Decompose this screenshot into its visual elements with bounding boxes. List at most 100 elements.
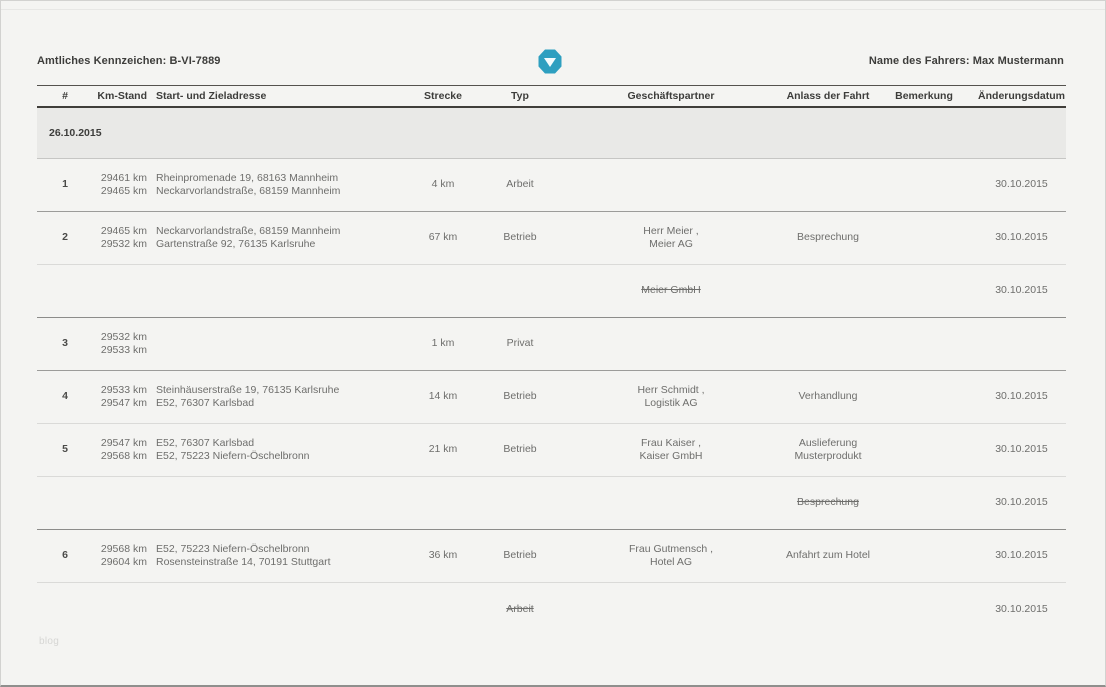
col-header-address: Start- und Zieladresse: [156, 90, 267, 102]
empty-cell: [871, 583, 977, 636]
type-cell: Betrieb: [503, 231, 537, 244]
remark-cell: [871, 371, 977, 423]
odometer-cell: 29533 km 29547 km: [93, 371, 151, 423]
odometer-start: 29461 km: [100, 171, 147, 184]
struck-partner-cell: Meier GmbH: [641, 284, 701, 297]
empty-cell: [93, 583, 151, 636]
trip-number: 2: [62, 231, 68, 244]
struck-reason-cell: Besprechung: [797, 496, 859, 509]
changed-date-cell: 30.10.2015: [995, 178, 1048, 191]
empty-cell: [403, 265, 483, 317]
partner-company: Kaiser GmbH: [639, 450, 703, 462]
remark-cell: [871, 424, 977, 476]
reason-cell: [785, 318, 871, 370]
changed-date-cell: 30.10.2015: [995, 443, 1048, 456]
reason-line2: Musterprodukt: [794, 450, 862, 462]
empty-cell: [871, 477, 977, 529]
empty-cell: [37, 477, 93, 529]
odometer-start: 29547 km: [100, 436, 147, 449]
trip-table: # Km-Stand Start- und Zieladresse Streck…: [37, 85, 1066, 636]
type-cell: Privat: [506, 337, 534, 350]
reason-cell: Verhandlung: [798, 390, 858, 403]
trip-number: 5: [62, 443, 68, 456]
address-start: Steinhäuserstraße 19, 76135 Karlsruhe: [156, 383, 340, 396]
distance-cell: 36 km: [428, 549, 458, 562]
col-header-partner: Geschäftspartner: [627, 90, 715, 102]
odometer-cell: 29461 km 29465 km: [93, 159, 151, 211]
odometer-cell: 29532 km 29533 km: [93, 318, 151, 370]
empty-cell: [93, 477, 151, 529]
table-row[interactable]: 4 29533 km 29547 km Steinhäuserstraße 19…: [37, 371, 1066, 424]
trip-number: 4: [62, 390, 68, 403]
address-cell: E52, 75223 Niefern-Öschelbronn Rosenstei…: [151, 530, 403, 582]
odometer-cell: 29568 km 29604 km: [93, 530, 151, 582]
col-header-changed: Änderungsdatum: [978, 90, 1065, 102]
partner-cell: Herr Schmidt , Logistik AG: [557, 371, 785, 423]
watermark-text: blog: [39, 636, 60, 647]
col-header-reason: Anlass der Fahrt: [786, 90, 870, 102]
partner-cell: [557, 318, 785, 370]
changed-date-cell: 30.10.2015: [995, 390, 1048, 403]
page-top-divider: [1, 9, 1105, 10]
type-cell: Betrieb: [503, 443, 537, 456]
distance-cell: 14 km: [428, 390, 458, 403]
empty-cell: [557, 477, 785, 529]
address-start: Rheinpromenade 19, 68163 Mannheim: [156, 171, 339, 184]
empty-cell: [785, 265, 871, 317]
table-row[interactable]: 3 29532 km 29533 km 1 km Privat: [37, 318, 1066, 371]
address-end: Neckarvorlandstraße, 68159 Mannheim: [156, 185, 341, 197]
app-logo-button[interactable]: [538, 49, 562, 74]
partner-company: Logistik AG: [644, 397, 698, 409]
trip-number: 1: [62, 178, 68, 191]
changed-date-cell: 30.10.2015: [995, 602, 1048, 615]
address-start: Neckarvorlandstraße, 68159 Mannheim: [156, 224, 341, 237]
address-end: Rosensteinstraße 14, 70191 Stuttgart: [156, 556, 331, 568]
table-row[interactable]: 6 29568 km 29604 km E52, 75223 Niefern-Ö…: [37, 530, 1066, 583]
remark-cell: [871, 212, 977, 264]
table-header-row: # Km-Stand Start- und Zieladresse Streck…: [37, 85, 1066, 108]
col-header-remark: Bemerkung: [895, 90, 953, 102]
reason-cell: Anfahrt zum Hotel: [785, 549, 871, 562]
col-header-type: Typ: [511, 90, 529, 102]
odometer-end: 29533 km: [100, 344, 147, 356]
type-cell: Arbeit: [506, 178, 534, 191]
empty-cell: [403, 477, 483, 529]
remark-cell: [871, 159, 977, 211]
odometer-start: 29465 km: [100, 224, 147, 237]
address-cell: Rheinpromenade 19, 68163 Mannheim Neckar…: [151, 159, 403, 211]
type-cell: Betrieb: [503, 390, 537, 403]
table-row[interactable]: 1 29461 km 29465 km Rheinpromenade 19, 6…: [37, 159, 1066, 212]
table-row[interactable]: 5 29547 km 29568 km E52, 76307 Karlsbad …: [37, 424, 1066, 477]
license-plate-label: Amtliches Kennzeichen: B-VI-7889: [37, 55, 221, 67]
address-end: Gartenstraße 92, 76135 Karlsruhe: [156, 238, 316, 250]
odometer-cell: 29465 km 29532 km: [93, 212, 151, 264]
partner-name: Frau Gutmensch ,: [628, 542, 714, 555]
partner-name: Herr Meier ,: [643, 224, 699, 237]
reason-line1: Auslieferung: [798, 436, 858, 449]
amendment-row[interactable]: Meier GmbH 30.10.2015: [37, 265, 1066, 318]
address-cell: Steinhäuserstraße 19, 76135 Karlsruhe E5…: [151, 371, 403, 423]
partner-cell: [557, 159, 785, 211]
empty-cell: [785, 583, 871, 636]
distance-cell: 21 km: [428, 443, 458, 456]
partner-cell: Frau Kaiser , Kaiser GmbH: [557, 424, 785, 476]
changed-date-cell: 30.10.2015: [995, 284, 1048, 297]
empty-cell: [37, 265, 93, 317]
odometer-end: 29532 km: [100, 238, 147, 250]
reason-cell: Auslieferung Musterprodukt: [785, 424, 871, 476]
empty-cell: [557, 583, 785, 636]
empty-cell: [483, 477, 557, 529]
distance-cell: 4 km: [431, 178, 455, 191]
reason-cell: [785, 159, 871, 211]
amendment-row[interactable]: Besprechung 30.10.2015: [37, 477, 1066, 530]
empty-cell: [37, 583, 93, 636]
empty-cell: [871, 265, 977, 317]
address-cell: Neckarvorlandstraße, 68159 Mannheim Gart…: [151, 212, 403, 264]
amendment-row[interactable]: Arbeit 30.10.2015: [37, 583, 1066, 636]
address-end: E52, 75223 Niefern-Öschelbronn: [156, 450, 310, 462]
reason-cell: Besprechung: [797, 231, 859, 244]
col-header-number: #: [62, 90, 68, 102]
table-row[interactable]: 2 29465 km 29532 km Neckarvorlandstraße,…: [37, 212, 1066, 265]
empty-cell: [93, 265, 151, 317]
